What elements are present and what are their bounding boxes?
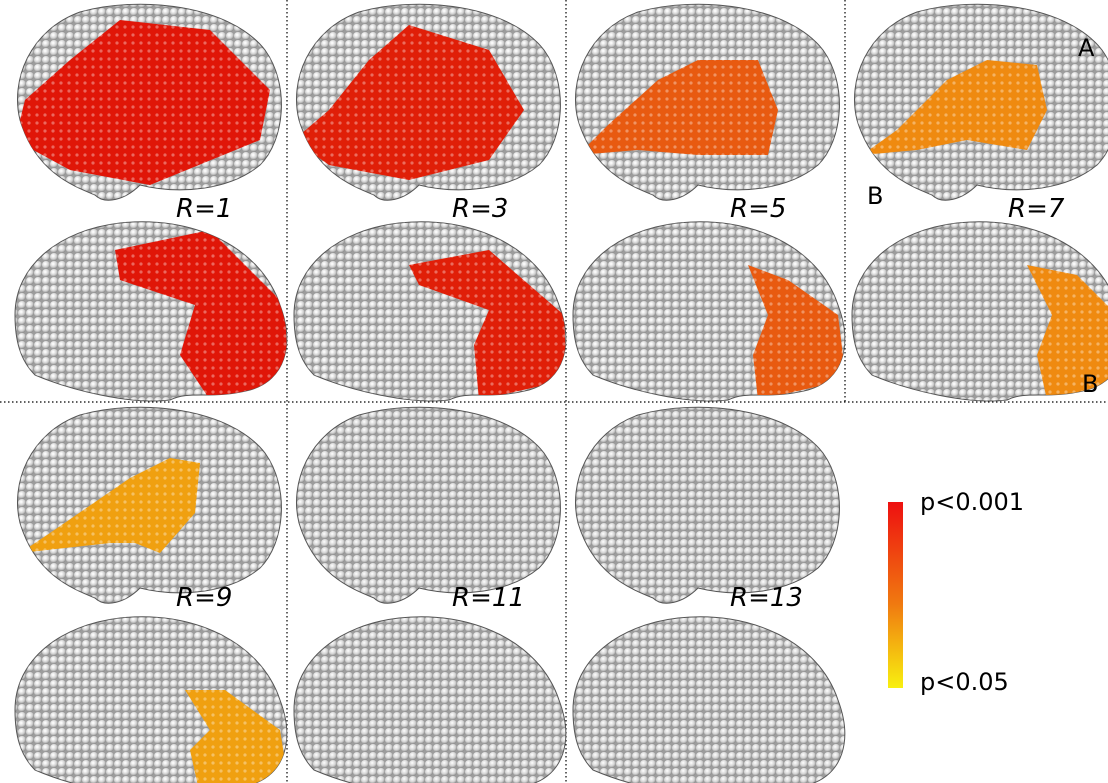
view-annotation: B [1082, 370, 1098, 398]
colorbar-label: p<0.05 [920, 668, 1009, 696]
brain-lateral [575, 3, 840, 201]
brain-lateral [296, 3, 561, 201]
brain-medial [293, 221, 567, 402]
view-annotation: A [1078, 34, 1095, 62]
panel-label: R=5 [730, 194, 786, 224]
brain-medial [14, 616, 288, 783]
panel-label: R=3 [452, 194, 508, 224]
brain-medial [14, 221, 288, 402]
brain-medial [851, 221, 1108, 402]
brain-lateral [296, 406, 561, 604]
brain-medial [293, 616, 567, 783]
view-annotation: B [867, 182, 883, 210]
brain-lateral [17, 406, 282, 604]
brain-lateral [854, 3, 1108, 201]
colorbar [888, 502, 903, 688]
panel-label: R=9 [176, 583, 232, 613]
brain-lateral [17, 3, 282, 201]
panel-label: R=11 [452, 583, 525, 613]
panel-label: R=7 [1008, 194, 1065, 224]
colorbar-label: p<0.001 [920, 488, 1024, 516]
panel-label: R=13 [730, 583, 803, 613]
brain-medial [572, 616, 846, 783]
panel-label: R=1 [176, 194, 232, 224]
brain-medial [572, 221, 846, 402]
brain-lateral [575, 406, 840, 604]
